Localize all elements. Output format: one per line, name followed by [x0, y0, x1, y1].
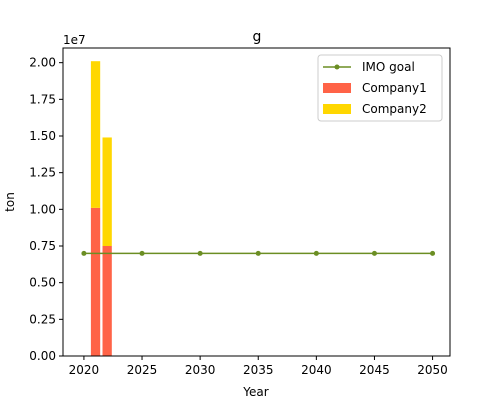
- line-layer: [81, 250, 436, 256]
- x-tick-label-2050: 2050: [417, 363, 448, 377]
- y-tick-label-2: 0.50: [29, 276, 56, 290]
- y-tick-label-4: 1.00: [29, 202, 56, 216]
- y-tick-label-1: 0.25: [29, 312, 56, 326]
- x-tick-label-2020: 2020: [69, 363, 100, 377]
- x-tick-label-2035: 2035: [243, 363, 274, 377]
- point-imo-goal-2020: [81, 250, 87, 256]
- legend-swatch-company2: [323, 104, 351, 114]
- chart-title: g: [253, 29, 262, 45]
- y-tick-label-3: 0.75: [29, 239, 56, 253]
- x-axis-label: Year: [242, 385, 268, 399]
- point-imo-goal-2040: [313, 250, 319, 256]
- point-imo-goal-2050: [430, 250, 436, 256]
- legend-label-company2: Company2: [362, 102, 427, 116]
- x-tick-label-2045: 2045: [359, 363, 390, 377]
- x-axis: 2020 2025 2030 2035 2040 2045 2050: [69, 356, 448, 377]
- x-tick-label-2040: 2040: [301, 363, 332, 377]
- bar-company2-2022: [102, 137, 112, 246]
- legend-label-company1: Company1: [362, 81, 427, 95]
- bar-company2-2021: [90, 61, 101, 208]
- y-axis-label: ton: [3, 192, 17, 212]
- x-tick-label-2030: 2030: [185, 363, 216, 377]
- y-tick-label-0: 0.00: [29, 349, 56, 363]
- y-tick-label-7: 1.75: [29, 92, 56, 106]
- y-tick-label-5: 1.25: [29, 166, 56, 180]
- plot-frame: [62, 47, 451, 357]
- y-offset-text: 1e7: [63, 33, 86, 47]
- legend-marker-imo-goal: [334, 64, 340, 70]
- point-imo-goal-2030: [197, 250, 203, 256]
- bar-company1-2021: [90, 207, 101, 356]
- legend-label-imo-goal: IMO goal: [362, 60, 415, 74]
- legend-swatch-company1: [323, 83, 351, 93]
- point-imo-goal-2035: [255, 250, 261, 256]
- x-tick-label-2025: 2025: [127, 363, 158, 377]
- y-tick-label-6: 1.50: [29, 129, 56, 143]
- point-imo-goal-2025: [139, 250, 145, 256]
- y-tick-label-8: 2.00: [29, 56, 56, 70]
- bar-company1-2022: [102, 246, 112, 356]
- bars-layer: [90, 61, 112, 356]
- y-axis: 0.00 0.25 0.50 0.75 1.00 1.25 1.50 1.75 2.00: [29, 56, 63, 363]
- point-imo-goal-2045: [371, 250, 377, 256]
- legend: IMO goal Company1 Company2: [317, 54, 443, 122]
